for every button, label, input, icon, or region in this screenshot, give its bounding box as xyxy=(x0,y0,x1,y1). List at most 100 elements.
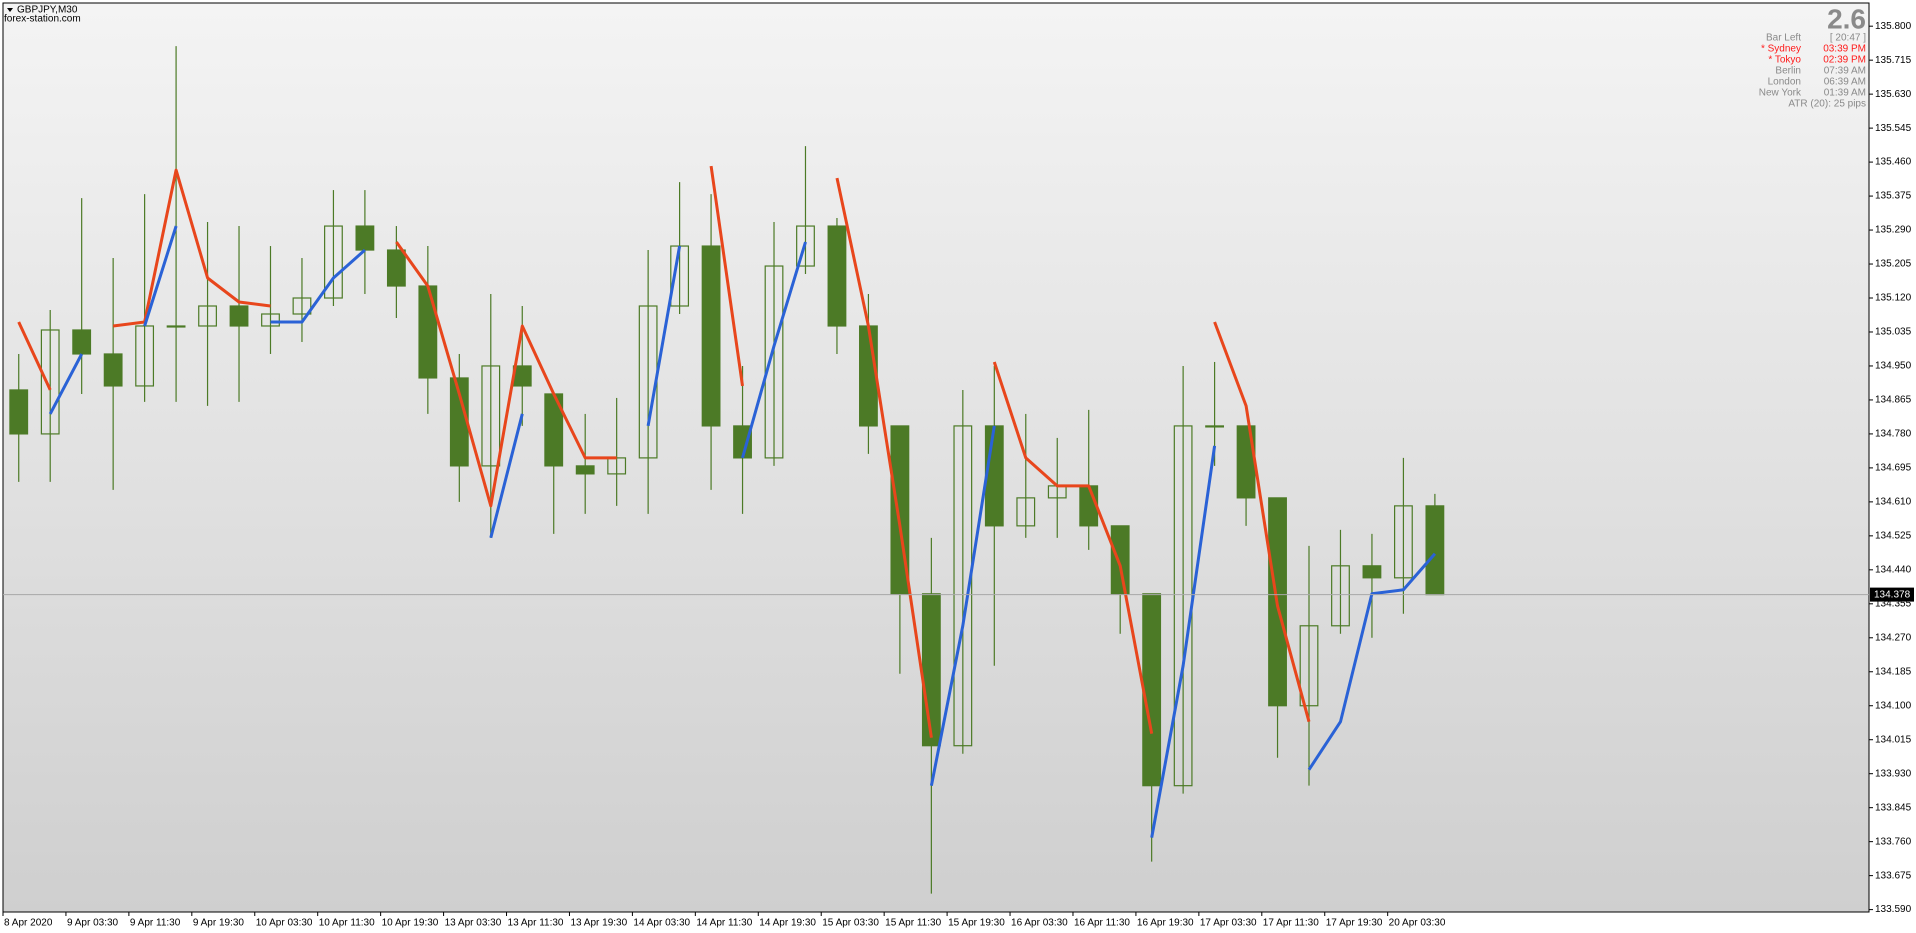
y-tick-label: 134.950 xyxy=(1875,361,1912,372)
candle-body xyxy=(764,265,784,459)
x-tick-label: 13 Apr 19:30 xyxy=(570,918,627,929)
x-tick-label: 14 Apr 11:30 xyxy=(696,918,752,929)
info-value: 03:39 PM xyxy=(1823,44,1866,55)
y-tick-label: 135.290 xyxy=(1875,225,1912,236)
candle-body xyxy=(827,225,847,327)
y-tick-label: 135.205 xyxy=(1875,259,1912,270)
y-tick-label: 134.440 xyxy=(1875,564,1912,575)
x-tick-label: 10 Apr 19:30 xyxy=(382,918,439,929)
x-tick-label: 9 Apr 19:30 xyxy=(193,918,245,929)
last-price-box xyxy=(1870,587,1914,602)
candle-body xyxy=(198,305,217,327)
x-tick-label: 17 Apr 19:30 xyxy=(1326,918,1383,929)
x-tick-label: 13 Apr 03:30 xyxy=(445,918,502,929)
y-tick-label: 134.780 xyxy=(1875,429,1912,440)
marks xyxy=(9,46,1445,894)
candle-body xyxy=(859,325,878,427)
candle-body xyxy=(1205,425,1225,428)
candle-body xyxy=(1425,505,1445,596)
x-tick-label: 9 Apr 03:30 xyxy=(67,918,119,929)
candle-body xyxy=(1079,485,1099,527)
y-tick-label: 134.015 xyxy=(1875,734,1912,745)
x-tick-label: 17 Apr 11:30 xyxy=(1263,918,1319,929)
info-value: 02:39 PM xyxy=(1823,55,1866,66)
x-tick-label: 15 Apr 03:30 xyxy=(822,918,879,929)
candle-body xyxy=(796,225,815,267)
y-tick-label: 135.545 xyxy=(1875,123,1912,134)
info-value: 01:39 AM xyxy=(1824,88,1866,99)
candle-body xyxy=(544,393,564,467)
candle-body xyxy=(1016,497,1036,527)
x-tick-label: 9 Apr 11:30 xyxy=(130,918,181,929)
candle-body xyxy=(1362,565,1382,579)
info-atr: ATR (20): 25 pips xyxy=(1788,99,1866,110)
y-tick-label: 134.100 xyxy=(1875,700,1912,711)
x-tick-label: 10 Apr 11:30 xyxy=(319,918,375,929)
candle-body xyxy=(166,325,186,328)
candle-body xyxy=(1110,525,1130,595)
plot-area xyxy=(2,2,1870,913)
y-tick-label: 135.800 xyxy=(1875,21,1912,32)
info-label: Bar Left xyxy=(1766,33,1801,44)
x-tick-label: 14 Apr 19:30 xyxy=(759,918,816,929)
y-tick-label: 135.460 xyxy=(1875,157,1912,168)
x-tick-label: 16 Apr 11:30 xyxy=(1074,918,1130,929)
candle-body xyxy=(1299,625,1319,707)
x-tick-label: 15 Apr 11:30 xyxy=(885,918,941,929)
x-tick-label: 17 Apr 03:30 xyxy=(1200,918,1257,929)
candle-body xyxy=(418,285,438,379)
info-value: 07:39 AM xyxy=(1824,66,1866,77)
y-tick-label: 135.120 xyxy=(1875,293,1912,304)
indicator-line xyxy=(48,225,1437,838)
y-tick-label: 135.375 xyxy=(1875,191,1912,202)
last-price-label: 134.378 xyxy=(1874,589,1911,600)
y-tick-label: 134.185 xyxy=(1875,666,1912,677)
menu-arrow xyxy=(7,8,13,12)
candle-body xyxy=(1047,485,1067,499)
y-tick-label: 134.270 xyxy=(1875,632,1912,643)
y-tick-label: 135.035 xyxy=(1875,327,1912,338)
candle-body xyxy=(9,389,29,435)
info-value: 06:39 AM xyxy=(1824,77,1866,88)
candle-body xyxy=(481,365,501,467)
candle-body xyxy=(701,245,721,427)
chart-title: GBPJPY,M30 xyxy=(17,5,78,16)
candle-body xyxy=(40,329,60,435)
x-tick-label: 13 Apr 11:30 xyxy=(508,918,564,929)
info-label: New York xyxy=(1759,88,1802,99)
candle-body xyxy=(72,329,92,355)
candle-body xyxy=(1331,565,1350,627)
y-tick-label: 133.930 xyxy=(1875,768,1912,779)
x-tick-label: 10 Apr 03:30 xyxy=(256,918,313,929)
y-tick-label: 134.610 xyxy=(1875,497,1912,508)
candle-body xyxy=(103,353,123,387)
y-tick-label: 135.630 xyxy=(1875,89,1912,100)
y-tick-label: 135.715 xyxy=(1875,55,1912,66)
y-tick-label: 133.675 xyxy=(1875,870,1912,881)
x-tick-label: 20 Apr 03:30 xyxy=(1389,918,1446,929)
candle-body xyxy=(1142,593,1162,787)
info-label: * Sydney xyxy=(1761,44,1801,55)
candle-body xyxy=(953,425,973,747)
candle-body xyxy=(386,249,406,287)
info-label: Berlin xyxy=(1775,66,1801,77)
y-tick-label: 133.845 xyxy=(1875,802,1912,813)
candle-body xyxy=(355,225,375,251)
info-value: [ 20:47 ] xyxy=(1830,33,1866,44)
candle-body xyxy=(324,225,343,299)
candle-body xyxy=(261,313,280,327)
y-tick-label: 133.590 xyxy=(1875,904,1912,915)
info-label: * Tokyo xyxy=(1768,55,1801,66)
y-tick-label: 134.525 xyxy=(1875,530,1912,541)
info-big: 2.6 xyxy=(1827,3,1866,34)
x-tick-label: 15 Apr 19:30 xyxy=(948,918,1005,929)
candle-body xyxy=(229,305,249,327)
x-tick-label: 16 Apr 03:30 xyxy=(1011,918,1068,929)
y-tick-label: 134.355 xyxy=(1875,598,1912,609)
x-tick-label: 16 Apr 19:30 xyxy=(1137,918,1194,929)
info-label: London xyxy=(1768,77,1801,88)
candle-body xyxy=(984,425,1004,527)
candle-body xyxy=(890,425,910,595)
chart-subtitle: forex-station.com xyxy=(4,14,81,25)
